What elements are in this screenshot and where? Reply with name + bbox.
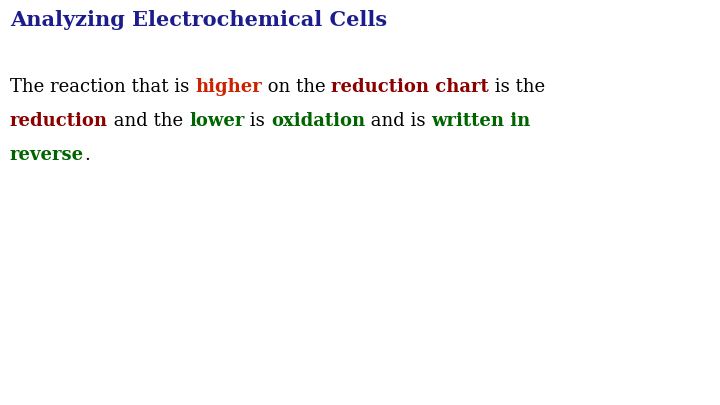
Text: is: is: [244, 112, 271, 130]
Text: written in: written in: [431, 112, 531, 130]
Text: on the: on the: [262, 78, 331, 96]
Text: higher: higher: [195, 78, 262, 96]
Text: .: .: [84, 146, 90, 164]
Text: oxidation: oxidation: [271, 112, 365, 130]
Text: and is: and is: [365, 112, 431, 130]
Text: Analyzing Electrochemical Cells: Analyzing Electrochemical Cells: [10, 10, 387, 30]
Text: The reaction that is: The reaction that is: [10, 78, 195, 96]
Text: is the: is the: [489, 78, 545, 96]
Text: lower: lower: [189, 112, 244, 130]
Text: and the: and the: [108, 112, 189, 130]
Text: reduction chart: reduction chart: [331, 78, 489, 96]
Text: reverse: reverse: [10, 146, 84, 164]
Text: reduction: reduction: [10, 112, 108, 130]
